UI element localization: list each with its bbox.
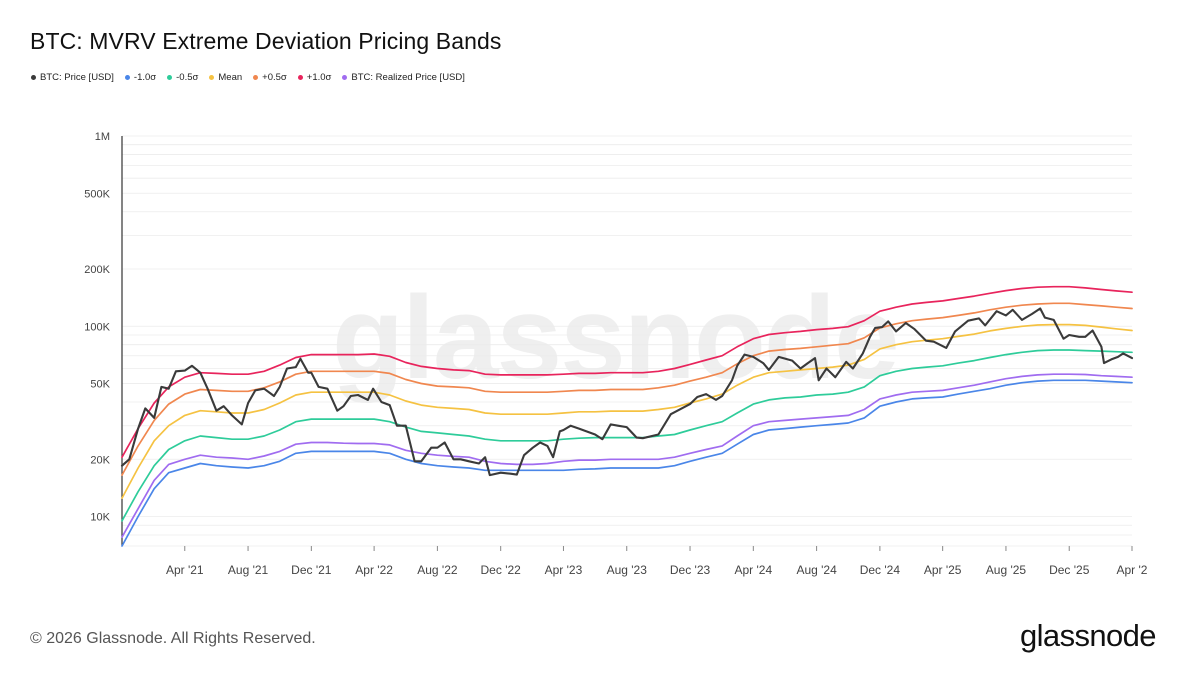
legend-item-plus-half-sigma[interactable]: +0.5σ [253,72,287,83]
x-tick-label: Dec '22 [481,563,522,577]
legend-dot-plus-half-sigma [253,75,259,80]
legend-item-minus-1-sigma[interactable]: -1.0σ [124,72,157,83]
y-tick-label: 20K [90,454,110,466]
watermark: glassnode [332,272,900,404]
x-axis: Apr '21 Aug '21 Dec '21 Apr '22 Aug '22 Dec '… [166,546,1148,577]
y-tick-label: 500K [84,188,110,200]
grid-lines [122,135,1132,547]
legend-item-minus-half-sigma[interactable]: -0.5σ [167,72,198,83]
legend-label-minus-1-sigma: -1.0σ [133,72,157,83]
series-line-6[interactable] [120,307,1134,477]
series-line-0[interactable] [121,379,1133,547]
series-line-1[interactable] [121,373,1133,538]
legend-item-mean[interactable]: Mean [209,72,242,83]
x-tick-label: Aug '23 [607,563,648,577]
y-tick-label: 200K [84,264,110,276]
x-tick-label: Apr '24 [734,563,772,577]
x-tick-label: Dec '24 [860,563,901,577]
x-tick-label: Apr '2 [1117,563,1148,577]
y-tick-label: 100K [84,321,110,333]
y-tick-label: 50K [90,379,110,391]
series-line-2[interactable] [121,349,1133,522]
x-tick-label: Dec '21 [291,563,332,577]
legend-dot-plus-1-sigma [297,75,303,80]
series-line-5[interactable] [121,285,1133,459]
legend-item-price[interactable]: BTC: Price [USD] [31,72,114,83]
legend-label-realized-price: BTC: Realized Price [USD] [351,72,465,83]
legend-dot-realized-price [342,75,348,80]
legend-label-mean: Mean [218,72,243,83]
legend-label-plus-1-sigma: +1.0σ [306,72,332,83]
x-tick-label: Apr '22 [355,563,393,577]
x-tick-label: Apr '25 [924,563,962,577]
x-tick-label: Aug '21 [228,563,269,577]
copyright-footer: © 2026 Glassnode. All Rights Reserved. [30,630,316,647]
x-tick-label: Aug '24 [796,563,837,577]
chart-legend: BTC: Price [USD] -1.0σ -0.5σ Mean +0.5σ … [31,72,476,83]
x-tick-label: Aug '22 [417,563,458,577]
y-tick-label: 1M [95,131,110,143]
x-tick-label: Apr '21 [166,563,204,577]
series-lines [120,285,1134,547]
x-tick-label: Dec '23 [670,563,711,577]
chart-title: BTC: MVRV Extreme Deviation Pricing Band… [30,28,502,54]
x-tick-label: Apr '23 [545,563,583,577]
x-tick-label: Dec '25 [1049,563,1090,577]
legend-dot-mean [209,75,215,80]
series-line-4[interactable] [121,302,1133,476]
y-tick-label: 10K [90,512,110,524]
legend-dot-price [31,75,36,80]
legend-label-plus-half-sigma: +0.5σ [262,72,287,83]
legend-item-realized-price[interactable]: BTC: Realized Price [USD] [342,72,465,83]
y-axis: 10K 20K 50K 100K 200K 500K 1M [84,131,123,546]
legend-label-minus-half-sigma: -0.5σ [176,72,199,83]
x-tick-label: Aug '25 [986,563,1027,577]
glassnode-logo: glassnode [1020,618,1157,653]
legend-dot-minus-1-sigma [124,75,130,80]
series-line-3[interactable] [121,323,1133,499]
legend-dot-minus-half-sigma [167,75,173,80]
legend-label-price: BTC: Price [USD] [40,72,114,83]
legend-item-plus-1-sigma[interactable]: +1.0σ [297,72,332,83]
